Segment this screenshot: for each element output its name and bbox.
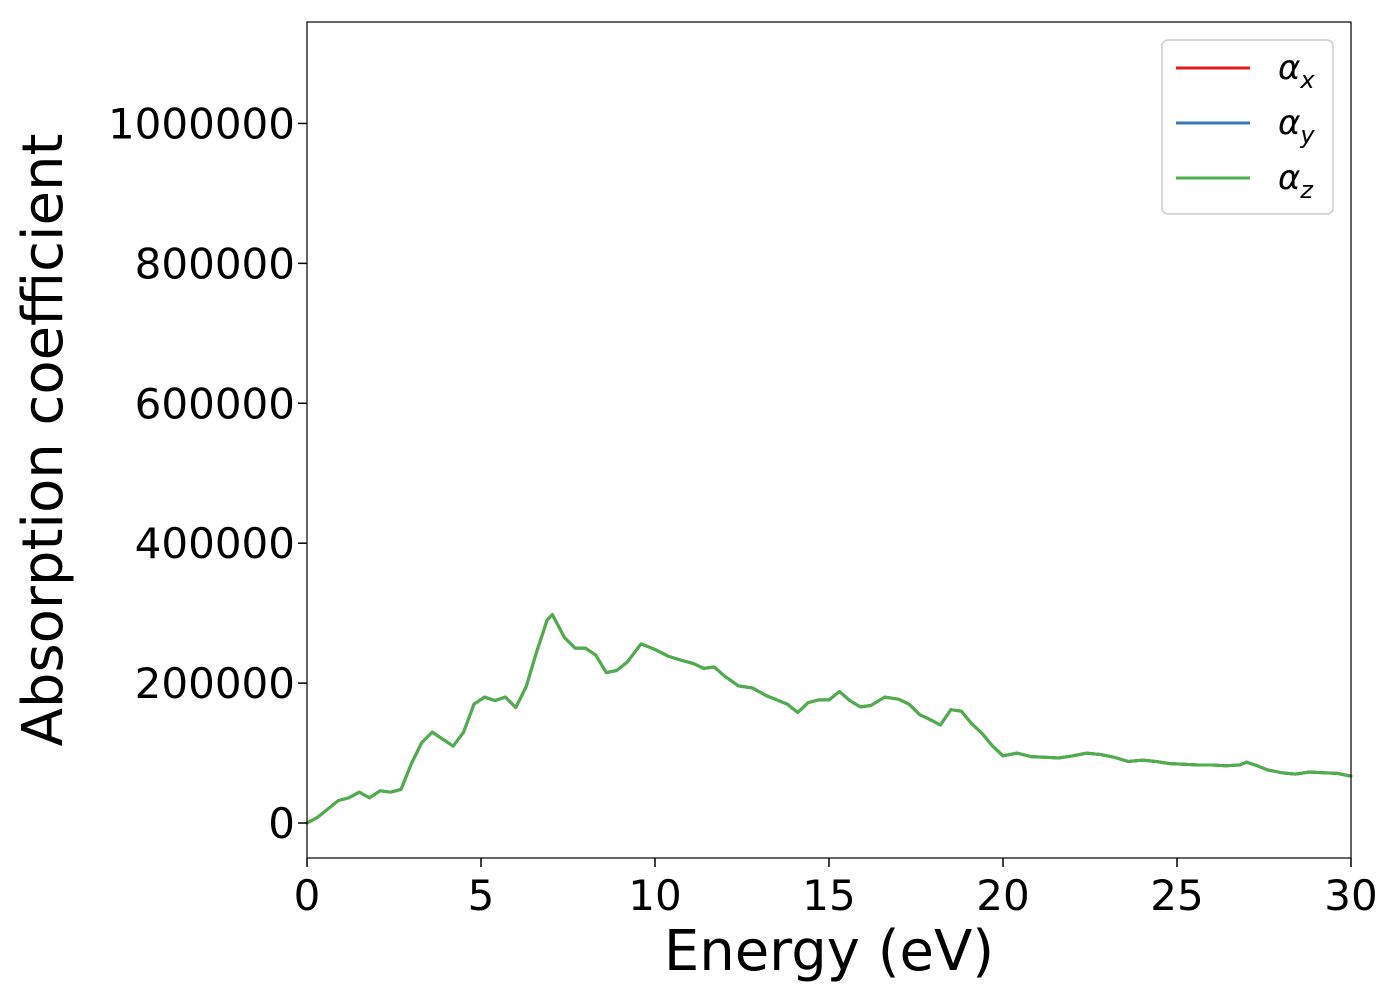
y-tick-label: 600000 bbox=[135, 379, 295, 428]
legend: αx αy αz bbox=[1161, 39, 1334, 215]
legend-label-z: αz bbox=[1278, 158, 1314, 204]
legend-label-x: αx bbox=[1278, 48, 1315, 94]
y-tick-label: 200000 bbox=[135, 659, 295, 708]
x-tick-label: 15 bbox=[802, 871, 855, 920]
x-tick-label: 25 bbox=[1150, 871, 1203, 920]
x-tick-label: 0 bbox=[294, 871, 321, 920]
y-axis: 0 200000 400000 600000 800000 1000000 bbox=[108, 99, 307, 848]
y-tick-label: 1000000 bbox=[108, 99, 295, 148]
x-tick-label: 20 bbox=[976, 871, 1029, 920]
x-axis-label: Energy (eV) bbox=[664, 919, 994, 984]
x-tick-label: 5 bbox=[468, 871, 495, 920]
legend-box bbox=[1161, 39, 1334, 215]
y-tick-label: 400000 bbox=[135, 519, 295, 568]
series-layer bbox=[305, 613, 1353, 825]
x-tick-label: 10 bbox=[628, 871, 681, 920]
y-tick-label: 800000 bbox=[135, 239, 295, 288]
series-line-3 bbox=[305, 613, 1353, 825]
x-tick-label: 30 bbox=[1324, 871, 1377, 920]
legend-label-y: αy bbox=[1278, 103, 1315, 149]
y-tick-label: 0 bbox=[268, 799, 295, 848]
y-axis-label: Absorption coefficient bbox=[11, 134, 76, 747]
x-axis: 0 5 10 15 20 25 30 bbox=[294, 858, 1378, 920]
